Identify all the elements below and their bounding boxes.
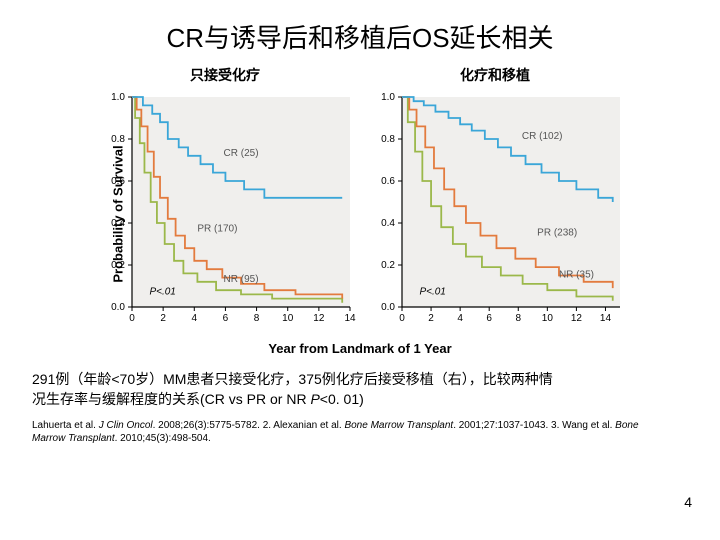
svg-text:1.0: 1.0 [111, 92, 125, 103]
svg-text:P<.01: P<.01 [419, 286, 445, 297]
svg-text:0.0: 0.0 [111, 302, 125, 313]
page-number: 4 [684, 494, 692, 510]
ref-a: Lahuerta et al. [32, 420, 99, 431]
svg-text:0.2: 0.2 [381, 260, 395, 271]
caption-line2a: 况生存率与缓解程度的关系(CR vs PR or NR [32, 391, 310, 407]
svg-text:0: 0 [399, 313, 405, 324]
svg-text:14: 14 [600, 313, 612, 324]
page-title: CR与诱导后和移植后OS延长相关 [0, 0, 720, 65]
chart-right-wrap: 0.0 0.2 0.4 0.6 0.8 1.0 0 2 4 6 8 10 12 14 CR (102) PR … [360, 89, 630, 339]
ref-b: . 2008;26(3):5775-5782. 2. Alexanian et … [153, 420, 345, 431]
svg-text:P<.01: P<.01 [149, 286, 175, 297]
svg-text:8: 8 [515, 313, 521, 324]
y-axis-label: Probability of Survival [111, 145, 126, 282]
caption-line1: 291例（年龄<70岁）MM患者只接受化疗，375例化疗后接受移植（右），比较两… [32, 371, 553, 387]
references: Lahuerta et al. J Clin Oncol. 2008;26(3)… [0, 415, 720, 449]
subtitle-row: 只接受化疗 化疗和移植 [0, 65, 720, 89]
subtitle-right: 化疗和移植 [460, 65, 530, 85]
caption-p: P [310, 391, 319, 407]
svg-text:0.0: 0.0 [381, 302, 395, 313]
svg-text:0: 0 [129, 313, 135, 324]
ref-it2: Bone Marrow Transplant [344, 420, 453, 431]
ref-d: Marrow Transplant [32, 433, 115, 444]
svg-text:12: 12 [571, 313, 583, 324]
svg-text:12: 12 [313, 313, 325, 324]
subtitle-left: 只接受化疗 [190, 65, 260, 85]
ref-it1: J Clin Oncol [99, 420, 153, 431]
svg-text:0.4: 0.4 [381, 218, 395, 229]
svg-text:0.6: 0.6 [381, 176, 395, 187]
ref-e: . 2010;45(3):498-504. [115, 433, 211, 444]
svg-text:NR (95): NR (95) [224, 274, 259, 285]
ref-c: . 2001;27:1037-1043. 3. Wang et al. [453, 420, 615, 431]
caption: 291例（年龄<70岁）MM患者只接受化疗，375例化疗后接受移植（右），比较两… [0, 356, 720, 415]
svg-text:4: 4 [192, 313, 198, 324]
svg-text:CR (102): CR (102) [522, 131, 563, 142]
svg-text:10: 10 [282, 313, 294, 324]
svg-text:1.0: 1.0 [381, 92, 395, 103]
svg-text:6: 6 [223, 313, 229, 324]
svg-text:10: 10 [542, 313, 554, 324]
caption-line2b: <0. 01) [320, 391, 364, 407]
chart-right: 0.0 0.2 0.4 0.6 0.8 1.0 0 2 4 6 8 10 12 14 CR (102) PR … [360, 89, 630, 339]
svg-text:CR (25): CR (25) [224, 148, 259, 159]
svg-text:0.8: 0.8 [111, 134, 125, 145]
x-axis-label: Year from Landmark of 1 Year [0, 341, 720, 356]
chart-left: 0.00.20.40.60.81.002468101214CR (25)PR (… [90, 89, 360, 339]
svg-text:PR (170): PR (170) [197, 223, 237, 234]
svg-text:2: 2 [428, 313, 434, 324]
svg-text:14: 14 [344, 313, 356, 324]
svg-text:NR (35): NR (35) [559, 270, 594, 281]
svg-text:PR (238): PR (238) [537, 228, 577, 239]
svg-text:0.8: 0.8 [381, 134, 395, 145]
ref-it3: Bone [615, 420, 638, 431]
svg-text:2: 2 [160, 313, 166, 324]
svg-text:6: 6 [486, 313, 492, 324]
chart-left-wrap: Probability of Survival 0.00.20.40.60.81… [90, 89, 360, 339]
svg-text:8: 8 [254, 313, 260, 324]
svg-text:4: 4 [457, 313, 463, 324]
charts-row: Probability of Survival 0.0 0.2 0.4 0.6 0.8 1… [0, 89, 720, 339]
